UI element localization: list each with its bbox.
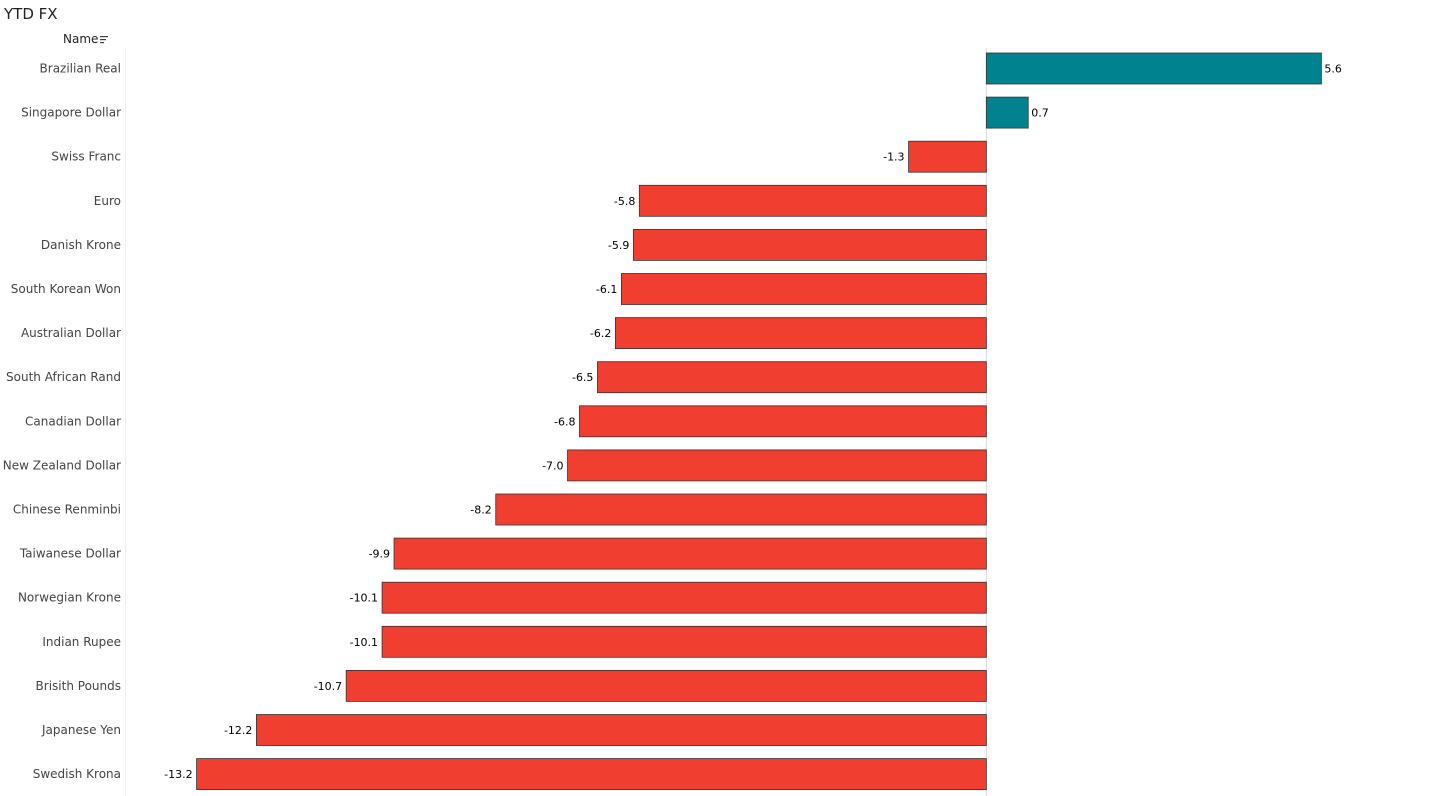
- category-label: Japanese Yen: [41, 723, 121, 737]
- chart-title: YTD FX: [4, 5, 58, 23]
- category-label: Taiwanese Dollar: [19, 547, 121, 561]
- sort-descending-icon[interactable]: [100, 35, 109, 44]
- bar[interactable]: [393, 537, 987, 570]
- category-label: Canadian Dollar: [25, 414, 121, 428]
- data-label: -10.7: [314, 680, 342, 693]
- data-label: -6.1: [596, 283, 617, 296]
- name-column-header-label: Name: [63, 32, 99, 46]
- data-label: -1.3: [883, 151, 904, 164]
- bar[interactable]: [620, 273, 987, 305]
- bar[interactable]: [196, 758, 987, 790]
- bar[interactable]: [638, 184, 987, 217]
- bar[interactable]: [597, 361, 987, 394]
- data-label: 0.7: [1031, 107, 1049, 120]
- category-label: Chinese Renminbi: [13, 503, 121, 517]
- bar[interactable]: [985, 52, 1322, 85]
- category-label: Australian Dollar: [21, 326, 121, 340]
- category-label: Indian Rupee: [42, 635, 121, 649]
- category-label: Danish Krone: [41, 238, 121, 252]
- category-label: Euro: [94, 194, 121, 208]
- data-label: -8.2: [470, 504, 491, 517]
- category-label: Swiss Franc: [51, 150, 121, 164]
- bar[interactable]: [256, 714, 987, 746]
- data-label: -7.0: [542, 459, 563, 472]
- data-label: -5.9: [608, 239, 629, 252]
- data-label: -6.5: [572, 371, 593, 384]
- data-label: -12.2: [224, 724, 252, 737]
- bar[interactable]: [985, 96, 1029, 129]
- data-label: -5.8: [614, 195, 635, 208]
- data-label: -6.2: [590, 327, 611, 340]
- bar[interactable]: [345, 670, 987, 702]
- bar[interactable]: [615, 317, 987, 350]
- data-label: -10.1: [350, 592, 378, 605]
- category-label: South African Rand: [6, 370, 121, 384]
- category-label: Brazilian Real: [40, 62, 121, 76]
- category-label: Singapore Dollar: [21, 106, 121, 120]
- bar[interactable]: [908, 140, 987, 173]
- bar[interactable]: [579, 405, 987, 438]
- data-label: 5.6: [1324, 63, 1342, 76]
- name-column-header[interactable]: Name: [63, 32, 109, 46]
- data-label: -13.2: [164, 768, 192, 781]
- category-label: New Zealand Dollar: [3, 458, 121, 472]
- bar[interactable]: [381, 581, 987, 614]
- category-label: Norwegian Krone: [18, 591, 121, 605]
- bar[interactable]: [381, 625, 987, 658]
- category-label: Brisith Pounds: [36, 679, 121, 693]
- category-label: South Korean Won: [11, 282, 121, 296]
- bar[interactable]: [495, 493, 987, 526]
- data-label: -9.9: [369, 548, 390, 561]
- category-label: Swedish Krona: [33, 767, 121, 781]
- data-label: -6.8: [554, 415, 575, 428]
- data-label: -10.1: [350, 636, 378, 649]
- bar[interactable]: [632, 228, 987, 261]
- bar[interactable]: [567, 449, 987, 482]
